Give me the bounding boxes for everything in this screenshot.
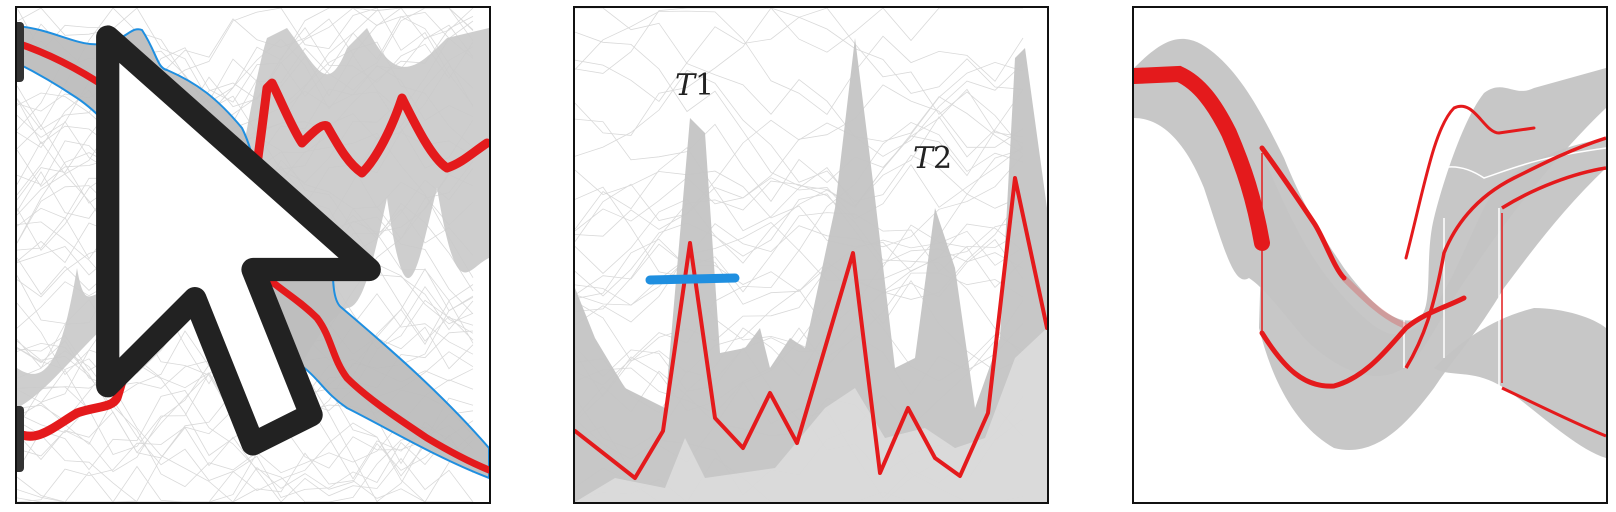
t1-label: T1 (675, 68, 715, 103)
background-line (575, 89, 1024, 232)
right-panel[interactable] (1132, 6, 1608, 504)
background-line (17, 420, 474, 502)
background-line (575, 193, 1024, 297)
branch-a (1404, 136, 1606, 369)
background-line (575, 169, 1024, 272)
branch-b (1501, 166, 1606, 210)
background-line (17, 8, 474, 127)
background-line (575, 230, 1024, 398)
background-line (575, 154, 1024, 306)
lower-band (1259, 138, 1606, 450)
background-line (17, 16, 474, 201)
tail-band (1434, 308, 1606, 458)
bottom-drag-handle[interactable] (17, 406, 24, 472)
top-drag-handle[interactable] (17, 22, 24, 82)
right-panel-canvas[interactable] (1134, 8, 1606, 502)
branch-outlines (1403, 52, 1606, 408)
series-band (575, 38, 1047, 502)
mouse-pointer-icon (96, 25, 381, 456)
rising-trajectory (17, 78, 489, 441)
background-line (575, 96, 1024, 237)
middle-panel[interactable]: T1 T2 (573, 6, 1049, 504)
left-panel[interactable] (15, 6, 491, 504)
upper-trajectory (1259, 145, 1347, 281)
background-line (575, 146, 1024, 242)
background-line (575, 88, 1024, 203)
branch-c (1501, 386, 1606, 438)
background-line (575, 130, 1024, 274)
background-line (575, 8, 1024, 150)
background-line (575, 8, 1024, 157)
faded-link (1341, 275, 1408, 329)
background-line (575, 84, 1024, 232)
upper-branch (1404, 104, 1536, 260)
background-line (575, 8, 1023, 74)
lower-trajectory (1259, 295, 1467, 389)
main-band (1134, 38, 1606, 377)
middle-panel-canvas[interactable] (575, 8, 1047, 502)
highlighted-series (575, 176, 1047, 480)
background-line (575, 10, 1024, 115)
background-line (17, 390, 474, 502)
background-line (17, 342, 474, 502)
background-line (575, 69, 1024, 209)
background-line (17, 399, 474, 502)
main-trajectory (1134, 65, 1270, 251)
background-line (17, 8, 474, 243)
background-line (17, 340, 473, 502)
series-band-lower (575, 328, 1047, 502)
t2-label: T2 (913, 141, 953, 176)
background-line (17, 8, 474, 135)
brush-selection[interactable] (645, 273, 740, 285)
background-line (575, 31, 1024, 207)
background-line (17, 8, 474, 216)
